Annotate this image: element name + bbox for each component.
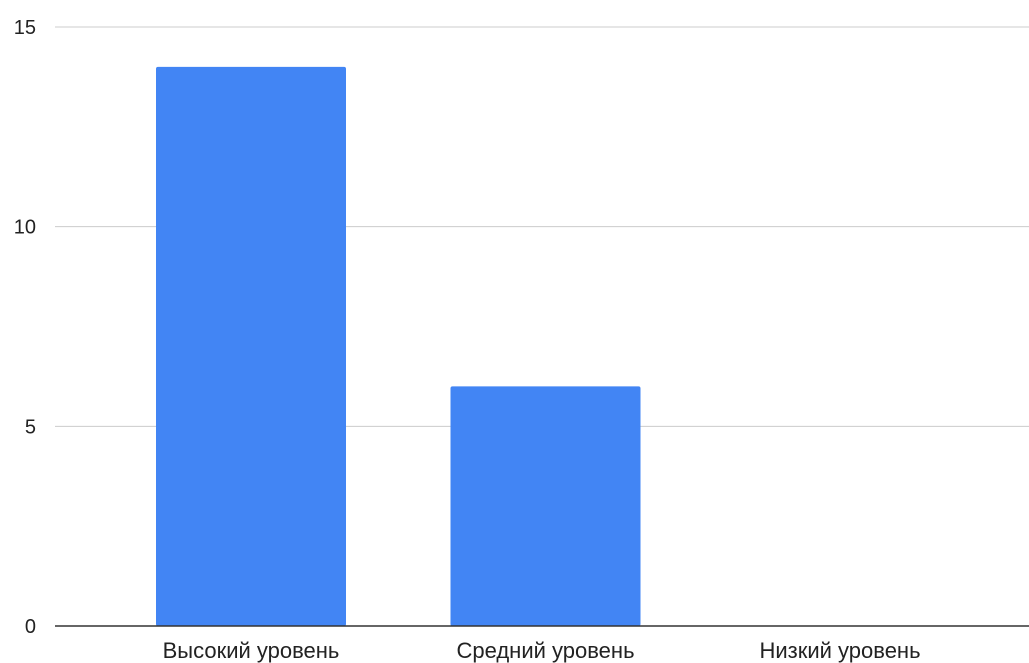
y-tick-label: 5: [25, 416, 36, 438]
bar-2: [450, 386, 641, 626]
bars: [156, 66, 641, 626]
x-category-label: Средний уровень: [456, 638, 634, 663]
y-axis-ticks: 0 5 10 15: [14, 17, 36, 638]
x-axis-labels: Высокий уровень Средний уровень Низкий уро…: [163, 638, 921, 663]
x-category-label: Низкий уровень: [759, 638, 920, 663]
bar-1: [156, 66, 346, 626]
x-category-label: Высокий уровень: [163, 638, 340, 663]
y-tick-label: 10: [14, 217, 36, 239]
y-tick-label: 0: [25, 616, 36, 638]
y-tick-label: 15: [14, 17, 36, 39]
